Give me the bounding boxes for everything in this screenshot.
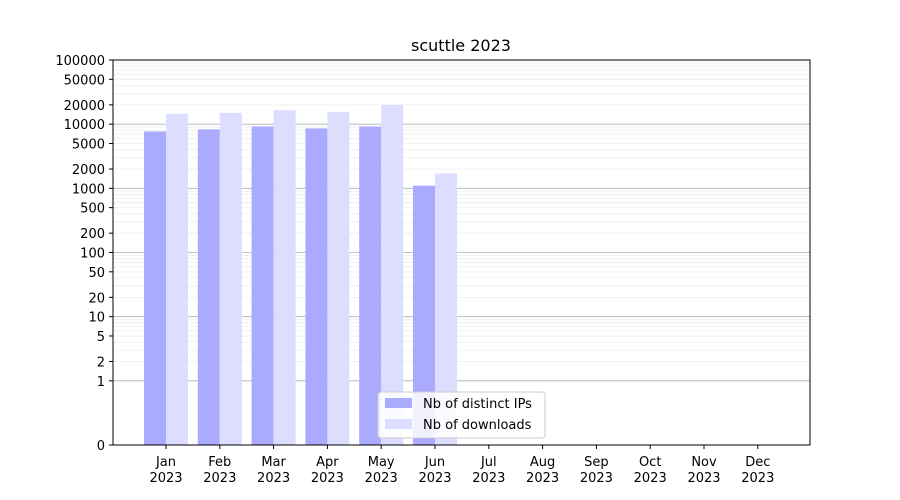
bar-downloads — [435, 173, 457, 445]
x-tick-label-year: 2023 — [634, 471, 667, 486]
x-tick-label-month: Jul — [480, 455, 497, 470]
legend-label: Nb of downloads — [423, 418, 532, 433]
x-tick-label-year: 2023 — [741, 471, 774, 486]
bar-downloads — [327, 111, 350, 446]
y-tick-label: 10 — [88, 311, 105, 326]
y-tick-label: 100 — [80, 247, 105, 262]
y-axis: 0 1 2 5 10 20 50 100 200 500 1000 2000 5000 10000 2000… — [55, 54, 113, 454]
bar-distinct-ips — [251, 126, 274, 445]
x-tick-label-month: Oct — [639, 455, 661, 470]
x-tick-label-year: 2023 — [526, 471, 559, 486]
chart-title: scuttle 2023 — [411, 36, 511, 55]
y-tick-label: 100000 — [55, 54, 105, 69]
x-tick-label-year: 2023 — [687, 471, 720, 486]
x-tick-label-year: 2023 — [472, 471, 505, 486]
legend-swatch — [385, 398, 412, 408]
x-tick-label-month: Jun — [424, 455, 445, 470]
x-tick-label-year: 2023 — [203, 471, 236, 486]
x-tick-label-month: Apr — [316, 455, 339, 470]
x-tick-label-year: 2023 — [418, 471, 451, 486]
bar-distinct-ips — [305, 128, 328, 445]
bar-distinct-ips — [413, 185, 435, 445]
y-tick-label: 200 — [80, 227, 105, 242]
x-tick-label-year: 2023 — [149, 471, 182, 486]
y-tick-label: 50000 — [64, 73, 105, 88]
bar-downloads — [219, 112, 242, 445]
bar-downloads — [273, 110, 296, 445]
x-tick-label-year: 2023 — [311, 471, 344, 486]
y-tick-label: 50 — [88, 266, 105, 281]
legend-box — [377, 391, 546, 439]
y-tick-label: 500 — [80, 202, 105, 217]
x-tick-label-month: Dec — [745, 455, 770, 470]
x-tick-label-year: 2023 — [257, 471, 290, 486]
y-tick-label: 20000 — [64, 99, 105, 114]
legend: Nb of distinct IPs Nb of downloads — [377, 391, 546, 439]
bar-downloads — [381, 104, 404, 445]
x-tick-label-month: Mar — [261, 455, 286, 470]
legend-swatch — [385, 419, 412, 429]
x-tick-label-year: 2023 — [365, 471, 398, 486]
y-tick-label: 1 — [97, 375, 105, 390]
y-tick-label: 0 — [97, 439, 105, 454]
x-tick-label-month: Jan — [155, 455, 176, 470]
bar-distinct-ips — [144, 131, 166, 445]
legend-label: Nb of distinct IPs — [423, 397, 532, 412]
x-tick-label-month: Nov — [691, 455, 717, 470]
x-axis: Jan2023Feb2023Mar2023Apr2023May2023Jun20… — [149, 445, 774, 486]
y-tick-label: 2 — [97, 356, 105, 371]
bar-downloads — [166, 113, 188, 445]
bar-distinct-ips — [197, 129, 220, 445]
y-tick-label: 1000 — [72, 182, 105, 197]
x-tick-label-month: Sep — [584, 455, 609, 470]
bar-distinct-ips — [359, 126, 382, 445]
x-tick-label-month: Feb — [208, 455, 231, 470]
y-tick-label: 5 — [97, 330, 105, 345]
x-tick-label-month: Aug — [530, 455, 555, 470]
y-tick-label: 20 — [88, 291, 105, 306]
y-tick-label: 2000 — [72, 163, 105, 178]
y-tick-label: 5000 — [72, 137, 105, 152]
x-tick-label-year: 2023 — [580, 471, 613, 486]
x-tick-label-month: May — [368, 455, 395, 470]
y-tick-label: 10000 — [64, 118, 105, 133]
bars — [144, 104, 457, 446]
